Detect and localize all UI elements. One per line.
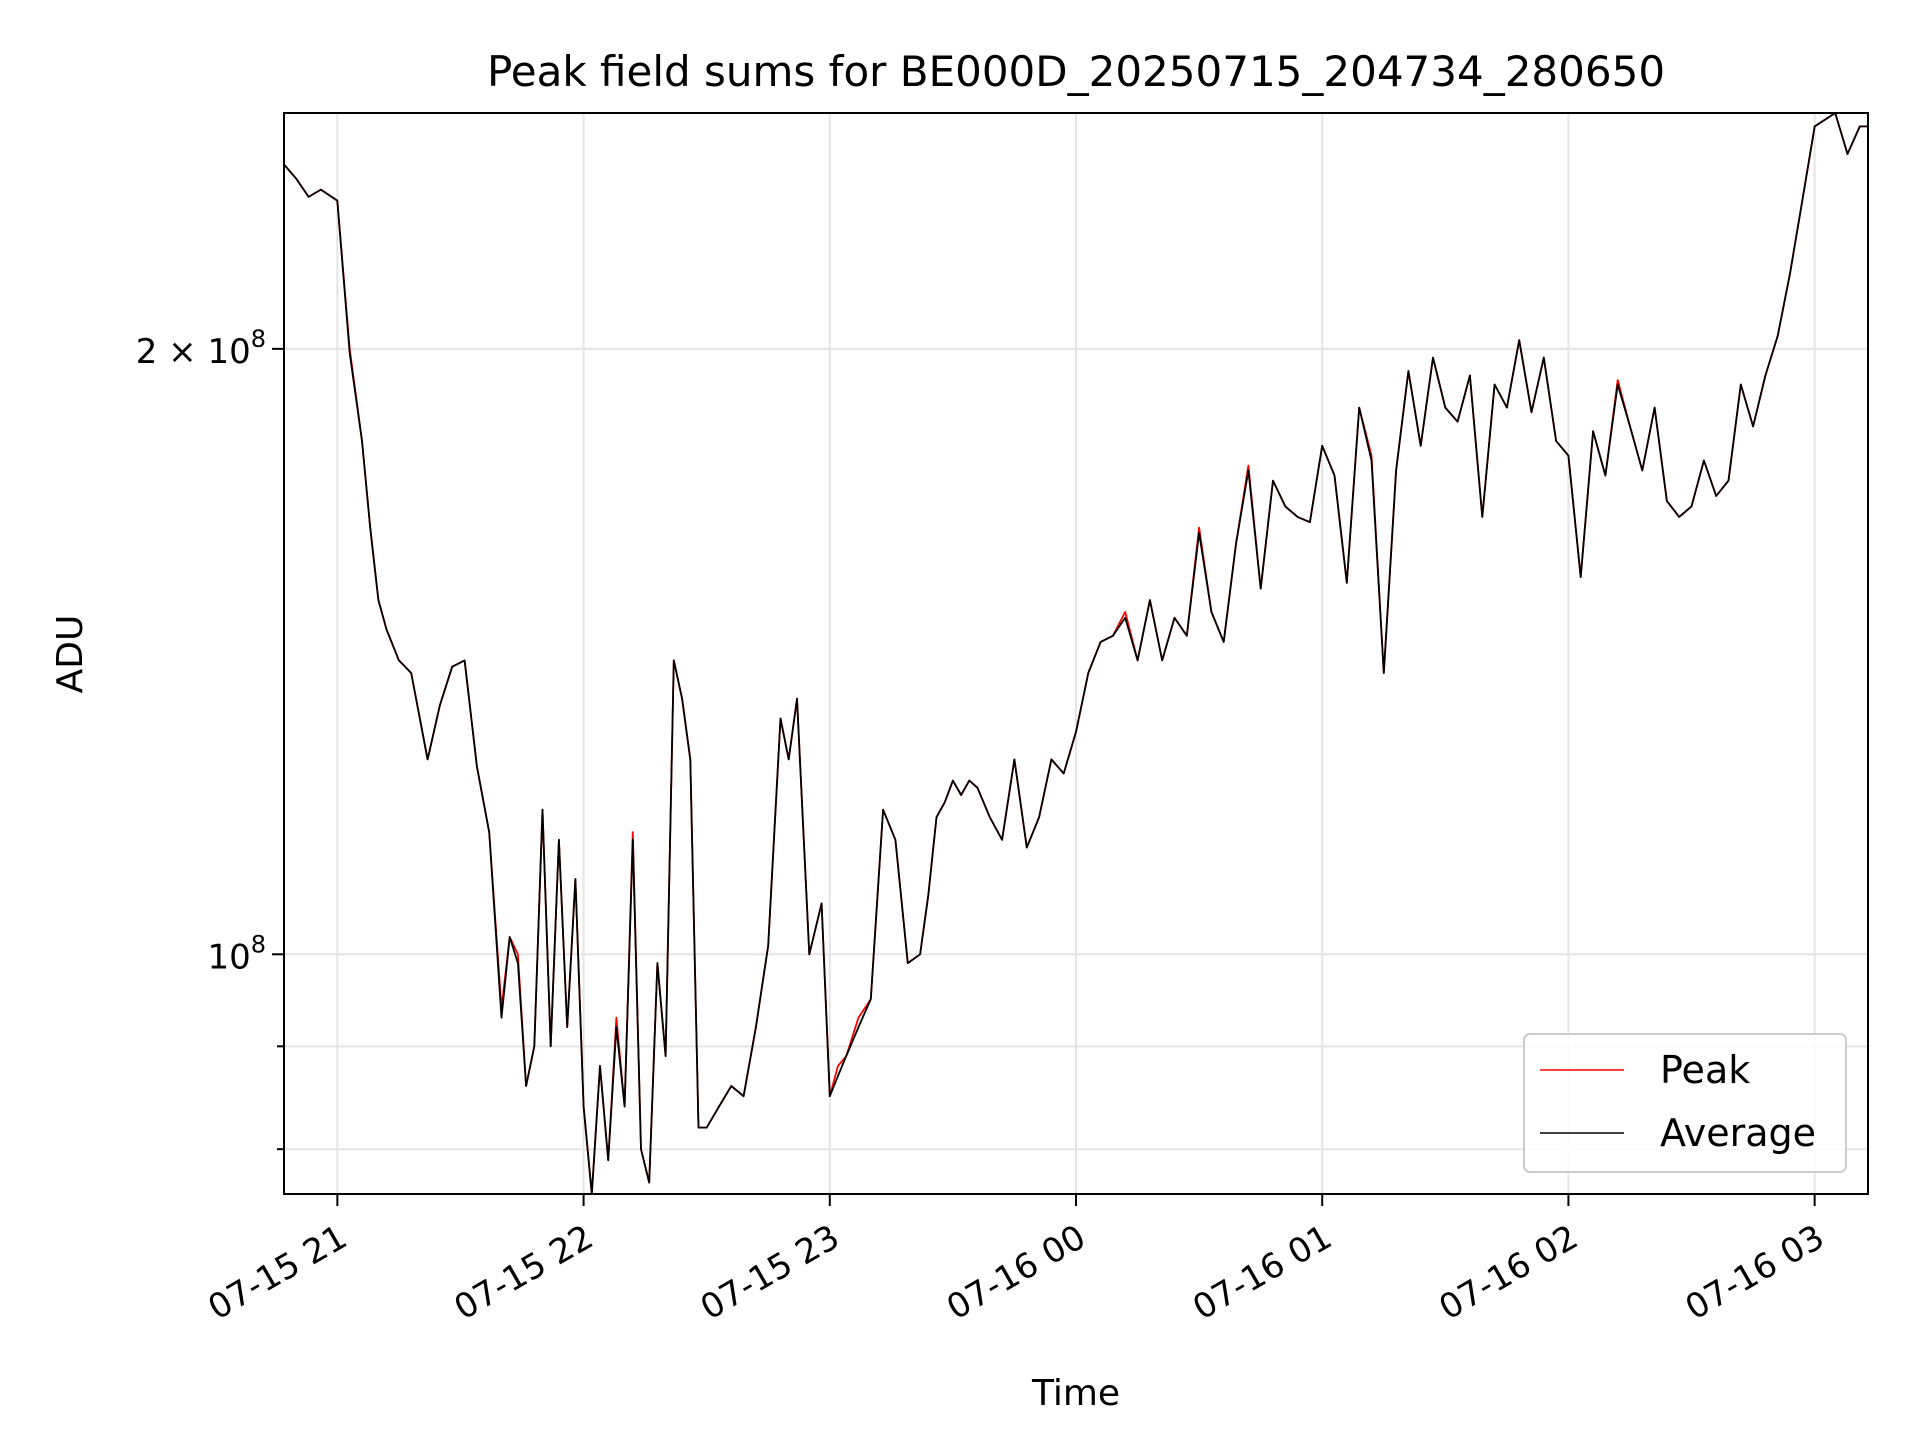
series-line-average (284, 113, 1868, 1194)
legend-label-average: Average (1660, 1111, 1816, 1155)
y-tick-label: 2 × 108 (136, 325, 266, 372)
y-tick-label: 108 (207, 930, 266, 977)
y-axis-label: ADU (50, 615, 91, 694)
x-axis-label: Time (1031, 1373, 1120, 1414)
series-lines (284, 113, 1868, 1194)
legend-box (1523, 1033, 1847, 1173)
legend-label-peak: Peak (1660, 1048, 1750, 1092)
chart-title: Peak field sums for BE000D_20250715_2047… (487, 47, 1665, 96)
legend: Peak Average (1523, 1033, 1847, 1173)
y-axis: 108 2 × 108 (136, 325, 284, 1151)
